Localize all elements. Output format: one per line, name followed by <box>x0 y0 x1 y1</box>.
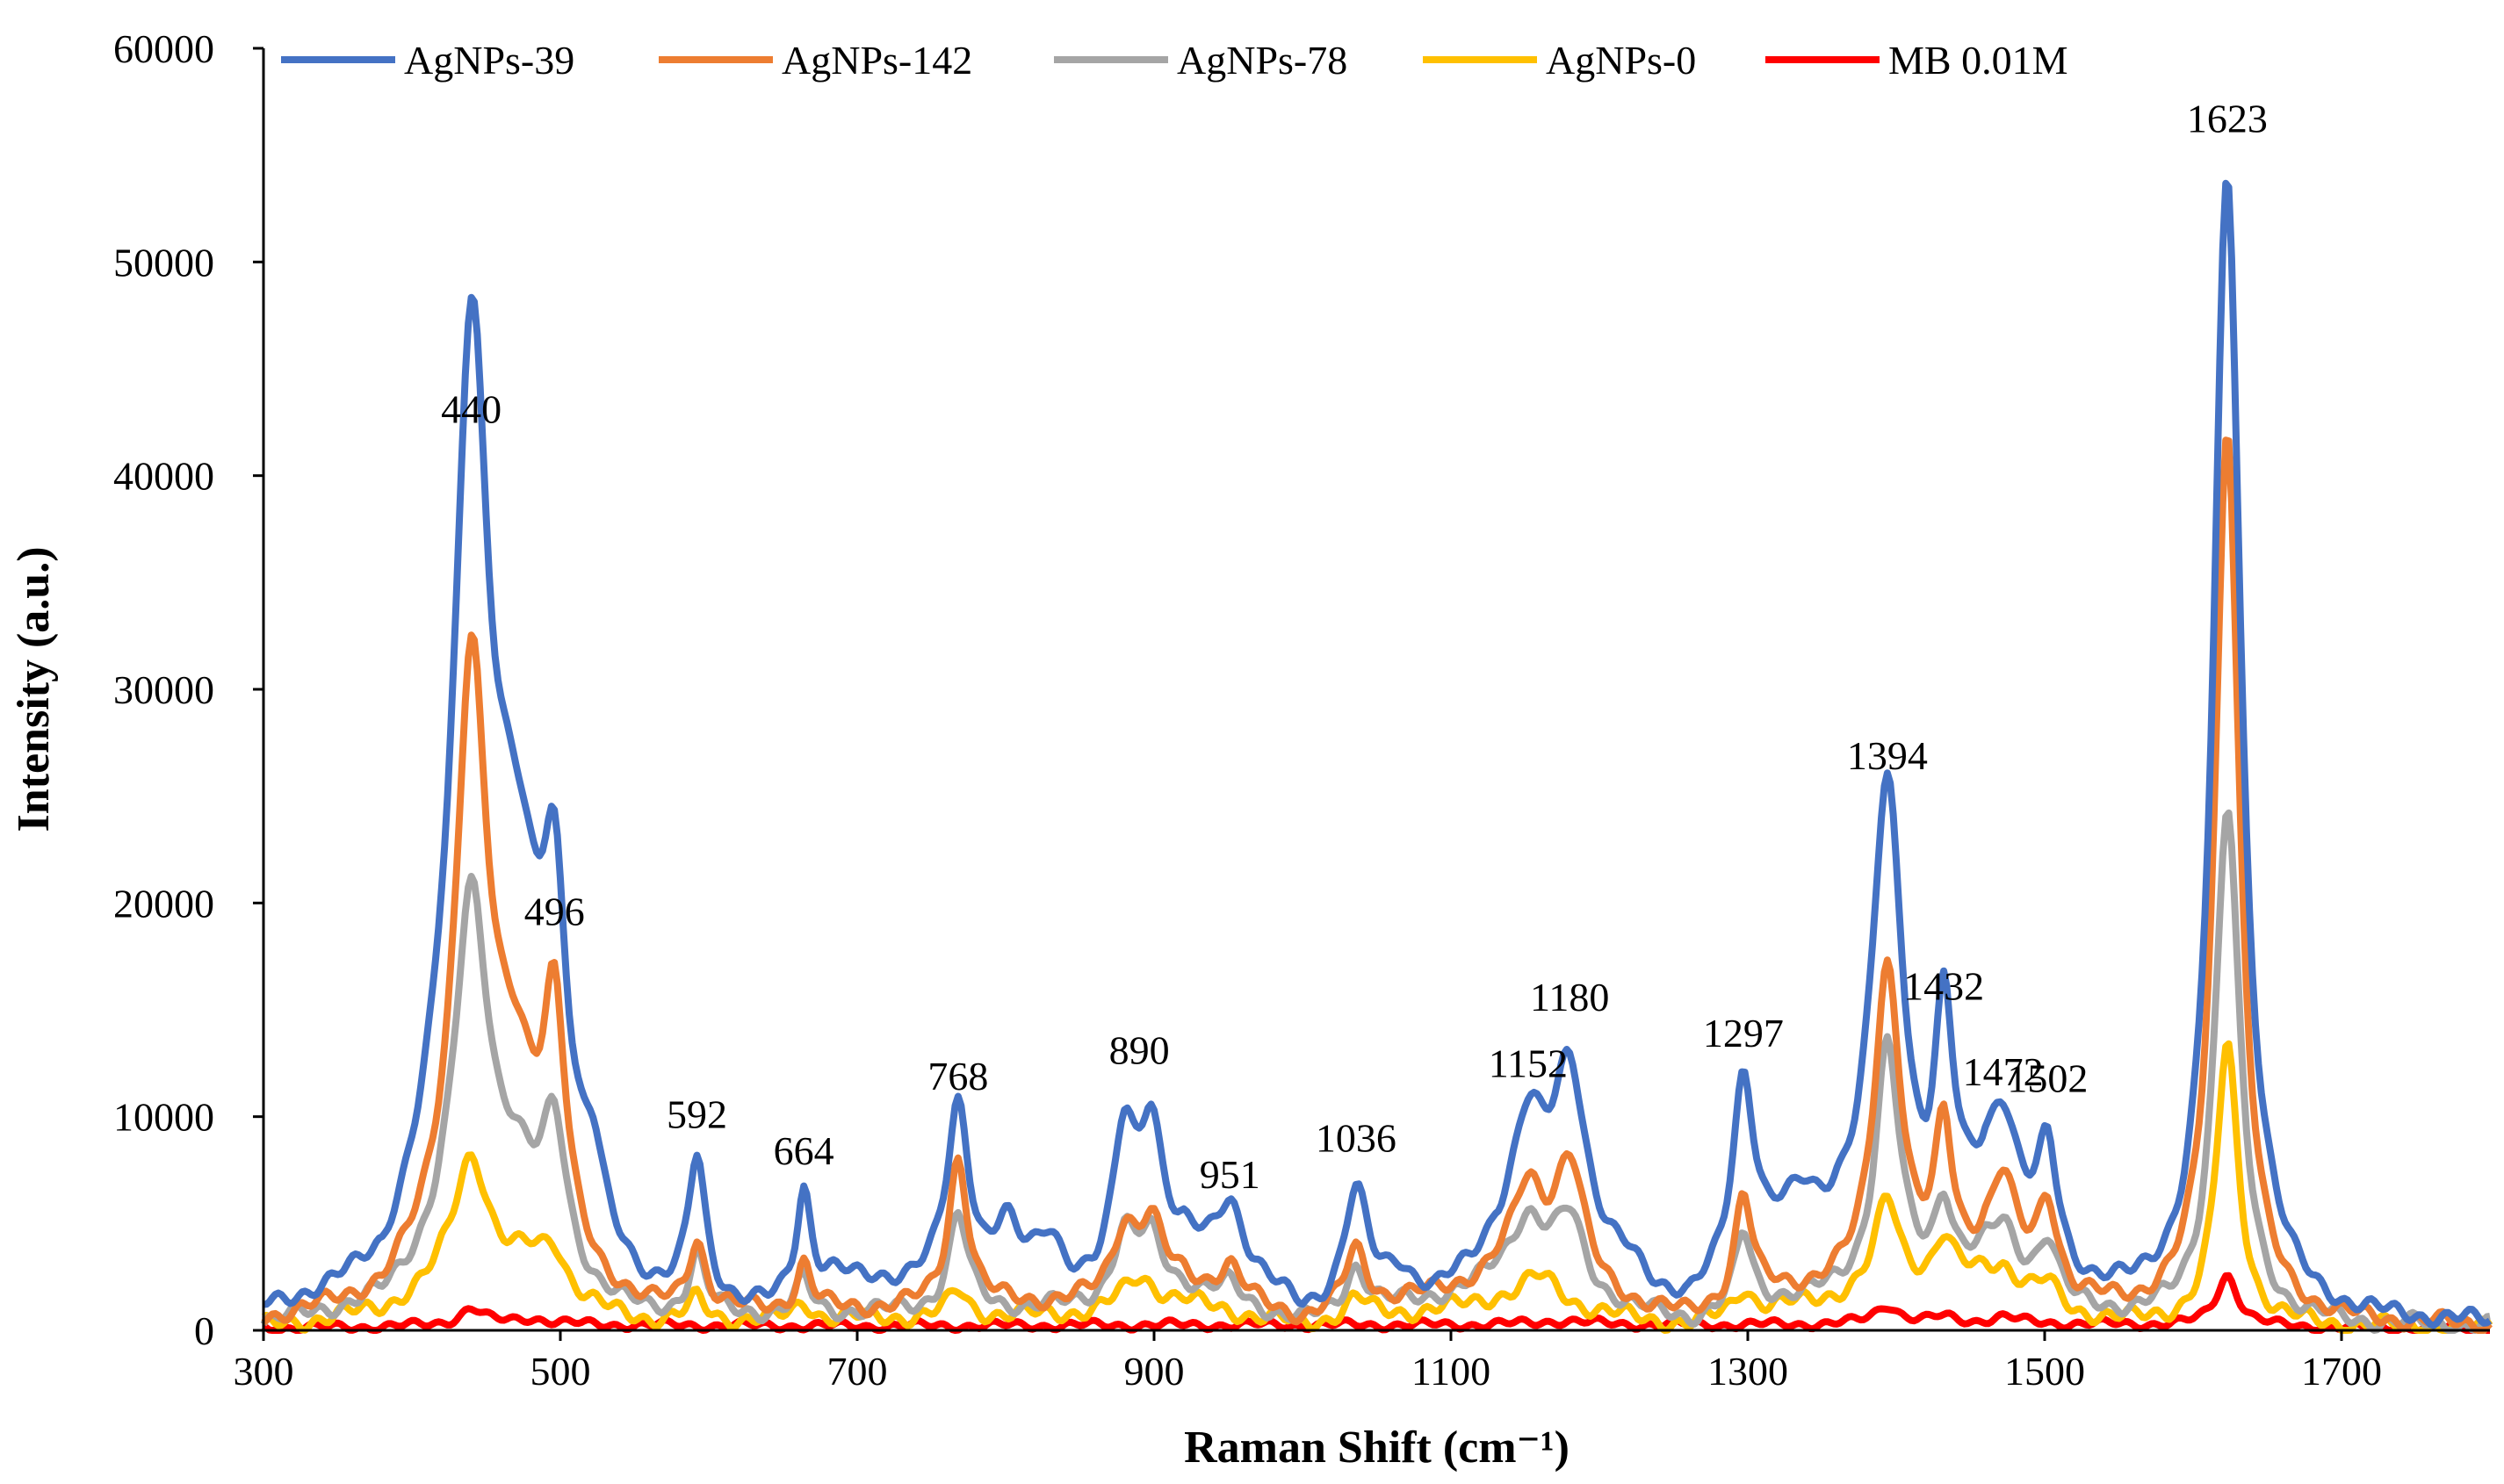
x-tick-label: 300 <box>234 1349 294 1394</box>
peak-label: 951 <box>1200 1152 1260 1197</box>
series-layer <box>260 179 2493 1334</box>
x-tick-label: 1500 <box>2004 1349 2085 1394</box>
peak-label: 890 <box>1109 1028 1170 1073</box>
peak-label: 1180 <box>1530 975 1609 1019</box>
x-tick-label: 1700 <box>2301 1349 2382 1394</box>
legend-label: AgNPs-39 <box>404 38 574 83</box>
series-line-agnps-39 <box>263 179 2493 1329</box>
peak-label: 1502 <box>2007 1055 2088 1100</box>
peak-label: 440 <box>441 387 502 432</box>
x-tick-label: 1300 <box>1707 1349 1788 1394</box>
peak-label: 768 <box>927 1054 988 1099</box>
peak-label: 1036 <box>1316 1115 1396 1160</box>
legend: AgNPs-39 AgNPs-142 AgNPs-78 AgNPs-0 MB 0.01M <box>281 38 2067 83</box>
y-tick-label: 20000 <box>113 881 214 926</box>
legend-label: MB 0.01M <box>1888 38 2067 83</box>
x-tick-label: 900 <box>1124 1349 1185 1394</box>
y-tick-label: 50000 <box>113 240 214 285</box>
x-tick-label: 700 <box>827 1349 888 1394</box>
peak-label: 664 <box>774 1128 834 1173</box>
peak-label: 1472 <box>1963 1049 2044 1094</box>
y-tick-label: 60000 <box>113 26 214 71</box>
peak-label: 1432 <box>1903 964 1984 1009</box>
y-tick-label: 30000 <box>113 667 214 712</box>
x-tick-label: 1100 <box>1411 1349 1490 1394</box>
y-axis-title: Intensity (a.u.) <box>9 546 59 832</box>
peak-label: 1152 <box>1489 1041 1568 1085</box>
y-tick-label: 10000 <box>113 1095 214 1140</box>
peak-label: 1394 <box>1847 733 1928 778</box>
peak-label: 1297 <box>1703 1011 1784 1055</box>
peak-label: 1623 <box>2187 97 2268 141</box>
legend-label: AgNPs-142 <box>782 38 972 83</box>
legend-label: AgNPs-78 <box>1177 38 1347 83</box>
y-tick-label: 40000 <box>113 454 214 499</box>
peak-label: 592 <box>667 1092 727 1137</box>
peak-label: 496 <box>524 890 585 934</box>
x-axis-title: Raman Shift (cm⁻¹) <box>1184 1423 1570 1473</box>
x-tick-label: 500 <box>530 1349 591 1394</box>
y-tick-label: 0 <box>194 1308 214 1353</box>
series-line-agnps-0 <box>262 1040 2493 1334</box>
legend-label: AgNPs-0 <box>1546 38 1696 83</box>
peak-labels-layer: 440 496 592 664 768 890 951 1036 1152 1180 1297 139… <box>441 97 2268 1197</box>
series-line-agnps-142 <box>261 436 2493 1334</box>
ticks-layer: 300 500 700 900 1100 1300 1500 1700 0 10000 20000 3… <box>113 26 2382 1394</box>
series-line-mb-0-01m <box>261 1271 2491 1334</box>
